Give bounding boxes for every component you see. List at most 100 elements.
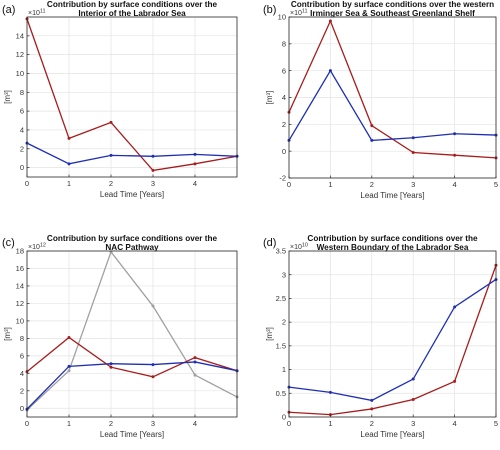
panel-d: 0 1 2 3 4 5 0 0.5 1 1.5 2 2.5 3 3.5 ×1010Contribution … bbox=[263, 234, 498, 439]
y-tick-label: 10 bbox=[16, 69, 24, 78]
data-point bbox=[453, 153, 457, 157]
y-tick-label: 1.5 bbox=[276, 341, 286, 350]
x-tick-label: 4 bbox=[453, 180, 457, 189]
data-point bbox=[193, 152, 197, 156]
axis-multiplier: ×1011 bbox=[28, 9, 46, 18]
series-line-2 bbox=[26, 336, 238, 378]
y-tick-label: 6 bbox=[20, 351, 24, 360]
data-point bbox=[453, 379, 457, 383]
x-tick-label: 3 bbox=[151, 419, 155, 428]
x-tick-label: 2 bbox=[109, 419, 113, 428]
data-point bbox=[328, 69, 332, 73]
y-tick-label: 4 bbox=[282, 93, 286, 102]
data-point bbox=[411, 136, 415, 140]
data-point bbox=[453, 132, 457, 136]
y-tick-label: 3 bbox=[282, 270, 286, 279]
data-point bbox=[193, 373, 197, 377]
x-tick-label: 0 bbox=[287, 419, 291, 428]
x-axis-label: Lead Time [Years] bbox=[100, 430, 164, 439]
series-line-3 bbox=[26, 361, 238, 410]
series-line-2 bbox=[288, 278, 497, 402]
y-tick-label: 3.5 bbox=[276, 247, 286, 256]
x-tick-label: 4 bbox=[193, 419, 197, 428]
y-tick-label: 14 bbox=[16, 282, 24, 291]
data-point bbox=[67, 162, 71, 166]
y-tick-label: 0 bbox=[20, 163, 24, 172]
y-tick-label: 12 bbox=[16, 50, 24, 59]
data-point bbox=[151, 363, 155, 367]
y-tick-label: 14 bbox=[16, 31, 24, 40]
data-point bbox=[370, 124, 374, 128]
chart-title: Contribution by surface conditions over … bbox=[291, 0, 494, 9]
chart-title: Irminger Sea & Southeast Greenland Shelf bbox=[310, 9, 475, 18]
data-point bbox=[411, 151, 415, 155]
data-point bbox=[193, 360, 197, 364]
chart-title: Contribution by surface conditions over … bbox=[47, 0, 218, 9]
plot-area bbox=[27, 17, 237, 177]
y-tick-label: 6 bbox=[20, 107, 24, 116]
data-point bbox=[411, 377, 415, 381]
chart-title: Contribution by surface conditions over … bbox=[47, 234, 218, 243]
data-point bbox=[151, 375, 155, 379]
axes-frame bbox=[288, 250, 497, 418]
x-tick-label: 3 bbox=[411, 419, 415, 428]
y-tick-label: 12 bbox=[16, 299, 24, 308]
y-tick-label: 2.5 bbox=[276, 294, 286, 303]
data-point bbox=[67, 369, 71, 373]
y-tick-label: 2 bbox=[20, 386, 24, 395]
y-tick-label: 10 bbox=[16, 316, 24, 325]
panel-label: (d) bbox=[263, 237, 276, 249]
x-tick-label: 5 bbox=[494, 180, 498, 189]
y-tick-label: -2 bbox=[279, 174, 286, 183]
y-tick-label: 0 bbox=[282, 413, 286, 422]
data-point bbox=[151, 304, 155, 308]
x-tick-label: 0 bbox=[25, 419, 29, 428]
plot-area bbox=[27, 251, 237, 417]
axis-multiplier: ×1012 bbox=[28, 243, 46, 252]
data-point bbox=[328, 390, 332, 394]
axis-multiplier: ×1010 bbox=[290, 243, 308, 252]
y-tick-label: 8 bbox=[20, 88, 24, 97]
x-tick-label: 1 bbox=[67, 179, 71, 188]
x-tick-label: 3 bbox=[151, 179, 155, 188]
data-point bbox=[109, 153, 113, 157]
series-line-1 bbox=[26, 18, 238, 172]
plot-area bbox=[289, 251, 496, 417]
x-tick-label: 0 bbox=[287, 180, 291, 189]
data-point bbox=[67, 136, 71, 140]
x-tick-label: 5 bbox=[494, 419, 498, 428]
chart-title: NAC Pathway bbox=[105, 243, 159, 252]
x-tick-label: 1 bbox=[328, 419, 332, 428]
data-point bbox=[328, 19, 332, 23]
x-tick-label: 4 bbox=[193, 179, 197, 188]
series-line-2 bbox=[288, 69, 497, 142]
x-tick-label: 1 bbox=[328, 180, 332, 189]
data-point bbox=[109, 120, 113, 124]
data-point bbox=[67, 364, 71, 368]
x-tick-label: 2 bbox=[370, 180, 374, 189]
data-point bbox=[370, 407, 374, 411]
y-tick-label: 4 bbox=[20, 369, 24, 378]
y-tick-label: 2 bbox=[282, 318, 286, 327]
y-tick-label: 8 bbox=[20, 334, 24, 343]
y-tick-label: 2 bbox=[20, 144, 24, 153]
data-point bbox=[193, 162, 197, 166]
x-tick-label: 3 bbox=[411, 180, 415, 189]
x-axis-label: Lead Time [Years] bbox=[360, 191, 424, 200]
y-tick-label: 18 bbox=[16, 247, 24, 256]
x-tick-label: 2 bbox=[109, 179, 113, 188]
y-tick-label: 4 bbox=[20, 126, 24, 135]
y-tick-label: 16 bbox=[16, 264, 24, 273]
y-tick-label: 10 bbox=[278, 13, 286, 22]
data-point bbox=[109, 365, 113, 369]
x-tick-label: 4 bbox=[453, 419, 457, 428]
series-line-2 bbox=[26, 142, 238, 165]
chart-title: Contribution by surface conditions over … bbox=[307, 234, 478, 243]
panel-label: (a) bbox=[2, 4, 15, 16]
y-tick-label: 2 bbox=[282, 120, 286, 129]
y-axis-label: [m³] bbox=[3, 90, 12, 104]
